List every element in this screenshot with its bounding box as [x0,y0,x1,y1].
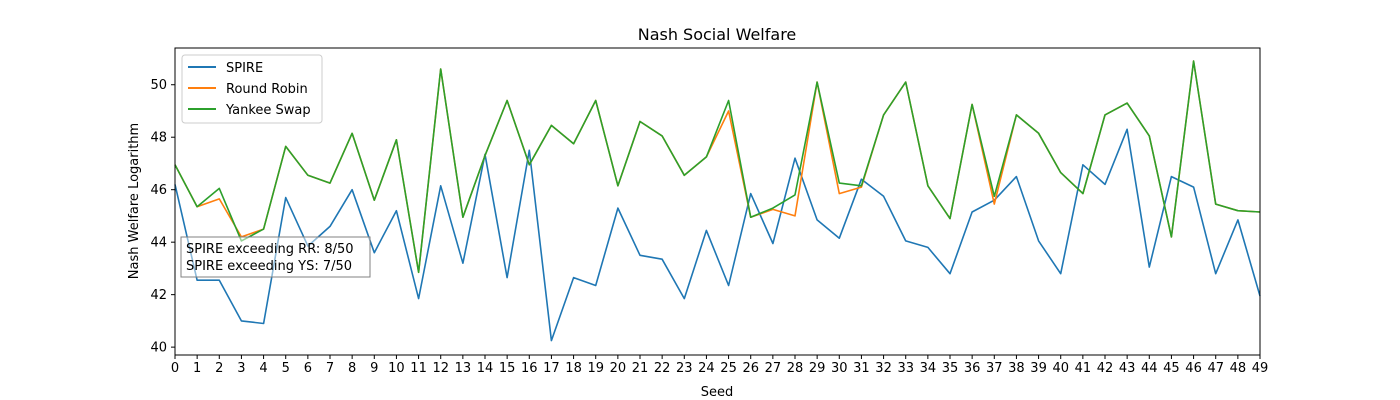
annotation-spire-vs-rr: SPIRE exceeding RR: 8/50 [186,242,354,257]
x-tick-label: 19 [587,361,604,376]
legend-label-spire: SPIRE [226,61,263,76]
x-tick-label: 49 [1252,361,1269,376]
y-tick-label: 42 [150,288,167,303]
x-tick-label: 27 [765,361,782,376]
x-tick-label: 9 [370,361,378,376]
x-tick-label: 30 [831,361,848,376]
x-tick-label: 11 [410,361,427,376]
legend: SPIRE Round Robin Yankee Swap [181,54,323,124]
x-tick-label: 16 [521,361,538,376]
x-tick-label: 26 [742,361,759,376]
x-tick-label: 3 [237,361,245,376]
x-tick-label: 41 [1075,361,1092,376]
x-tick-label: 6 [304,361,312,376]
x-tick-label: 23 [676,361,693,376]
annotation-frame [180,236,371,278]
x-tick-label: 18 [565,361,582,376]
y-tick-label: 46 [150,183,167,198]
x-axis-label: Seed [701,385,734,400]
x-tick-label: 15 [499,361,516,376]
x-axis-ticks: 0 1 2 3 4 5 6 7 8 9 10 11 12 13 14 15 16 17 18 19 20 21 22 23 24… [171,355,1268,376]
x-tick-label: 24 [698,361,715,376]
annotation-spire-vs-ys: SPIRE exceeding YS: 7/50 [186,259,352,274]
x-tick-label: 44 [1141,361,1158,376]
x-tick-label: 42 [1097,361,1114,376]
x-tick-label: 1 [193,361,201,376]
x-tick-label: 21 [632,361,649,376]
chart-title: Nash Social Welfare [638,25,797,44]
x-tick-label: 4 [259,361,267,376]
x-tick-label: 37 [986,361,1003,376]
x-tick-label: 36 [964,361,981,376]
x-tick-label: 33 [897,361,914,376]
x-tick-label: 48 [1230,361,1247,376]
x-tick-label: 10 [388,361,405,376]
y-tick-label: 44 [150,236,167,251]
y-axis-ticks: 40 42 44 46 48 50 [150,78,175,356]
x-tick-label: 43 [1119,361,1136,376]
x-tick-label: 31 [853,361,870,376]
series-line-spire [174,128,1261,342]
x-tick-label: 22 [654,361,671,376]
legend-label-round-robin: Round Robin [226,82,308,97]
x-tick-label: 39 [1030,361,1047,376]
series-line-yankee-swap [174,60,1261,274]
plot-frame [174,47,1261,356]
x-tick-label: 32 [875,361,892,376]
x-tick-label: 7 [326,361,334,376]
y-tick-label: 50 [150,78,167,93]
plot-lines [174,60,1261,342]
x-tick-label: 34 [920,361,937,376]
x-tick-label: 46 [1185,361,1202,376]
x-tick-label: 2 [215,361,223,376]
x-tick-label: 45 [1163,361,1180,376]
x-tick-label: 40 [1052,361,1069,376]
x-tick-label: 20 [610,361,627,376]
x-tick-label: 28 [787,361,804,376]
x-tick-label: 13 [455,361,472,376]
x-tick-label: 8 [348,361,356,376]
x-tick-label: 0 [171,361,179,376]
x-tick-label: 25 [720,361,737,376]
x-tick-label: 35 [942,361,959,376]
x-tick-label: 38 [1008,361,1025,376]
x-tick-label: 29 [809,361,826,376]
x-tick-label: 47 [1207,361,1224,376]
y-tick-label: 48 [150,131,167,146]
annotation-box: SPIRE exceeding RR: 8/50 SPIRE exceeding… [180,236,371,278]
y-axis-label: Nash Welfare Logarithm [127,123,142,279]
legend-box [181,54,323,124]
y-tick-label: 40 [150,341,167,356]
x-tick-label: 12 [432,361,449,376]
x-tick-label: 17 [543,361,560,376]
x-tick-label: 5 [282,361,290,376]
x-tick-label: 14 [477,361,494,376]
legend-label-yankee-swap: Yankee Swap [225,103,311,118]
